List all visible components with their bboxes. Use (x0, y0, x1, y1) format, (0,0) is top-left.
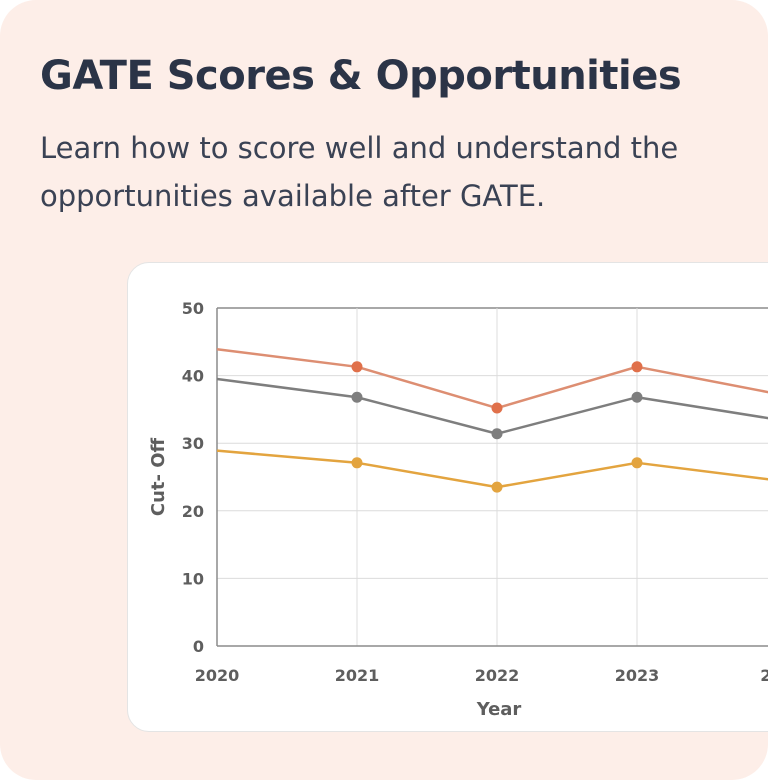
chart-labels: 0 10 20 30 40 50 2020 2021 2022 2023 202 Year Cut- O… (148, 299, 768, 720)
series-3-point (351, 457, 363, 469)
series-line-3 (216, 449, 768, 489)
y-tick-label: 20 (182, 502, 204, 521)
chart-series (216, 347, 768, 493)
x-axis-title: Year (476, 699, 522, 720)
page-subtitle: Learn how to score well and understand t… (40, 131, 679, 213)
y-tick-label: 50 (182, 299, 204, 318)
series-1-point (491, 402, 503, 414)
x-tick-label: 2023 (615, 666, 660, 685)
y-tick-label: 40 (182, 367, 204, 386)
page-title: GATE Scores & Opportunities (40, 53, 682, 99)
x-tick-label: 2020 (195, 666, 240, 685)
x-tick-label: 202 (760, 666, 768, 685)
y-tick-label: 30 (182, 434, 204, 453)
series-line-1 (216, 347, 768, 410)
series-3-point (631, 457, 643, 469)
y-tick-label: 10 (182, 569, 204, 588)
y-tick-label: 0 (193, 637, 204, 656)
y-axis-title: Cut- Off (148, 437, 169, 516)
cutoff-chart-card: 0 10 20 30 40 50 2020 2021 2022 2023 202 Year Cut- O… (127, 262, 768, 732)
x-tick-label: 2021 (335, 666, 380, 685)
series-3-point (491, 481, 503, 493)
series-2-point (491, 428, 503, 440)
series-2-point (631, 391, 643, 403)
x-tick-label: 2022 (475, 666, 520, 685)
series-1-point (351, 361, 363, 373)
chart-axes (216, 308, 768, 647)
series-2-point (351, 391, 363, 403)
cutoff-line-chart: 0 10 20 30 40 50 2020 2021 2022 2023 202 Year Cut- O… (148, 299, 768, 720)
series-1-point (631, 361, 643, 373)
